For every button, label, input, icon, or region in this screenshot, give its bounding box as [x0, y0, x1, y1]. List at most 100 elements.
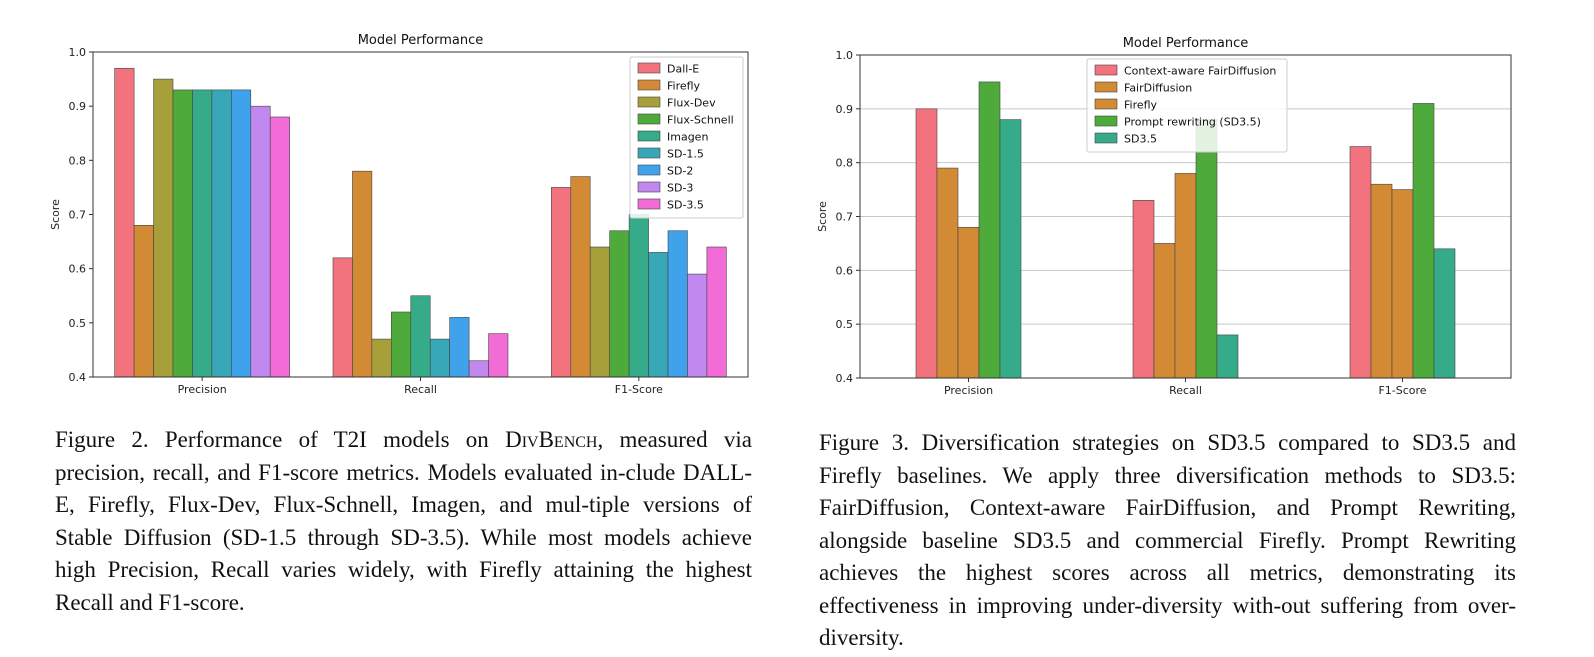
- bar: [628, 214, 649, 378]
- performance-chart-diversification: 0.4 0.5 0.6 0.7 0.8 0.9 1.0 Precision Recall F1-S…: [816, 36, 1512, 397]
- legend-label: Firefly: [1124, 99, 1158, 112]
- legend-label: Imagen: [667, 131, 708, 144]
- legend-label: Dall-E: [667, 63, 699, 76]
- legend-swatch: [637, 181, 661, 193]
- y-tick-label: 0.7: [836, 211, 854, 224]
- bar: [468, 360, 489, 378]
- legend-swatch: [1094, 132, 1118, 144]
- legend-label: SD-2: [667, 165, 693, 178]
- bar: [429, 338, 450, 378]
- bar: [410, 295, 431, 378]
- y-tick-label: 1.0: [836, 49, 854, 62]
- y-tick-label: 0.9: [836, 103, 854, 116]
- bar: [1195, 119, 1218, 379]
- performance-chart-t2i-models: 0.4 0.5 0.6 0.7 0.8 0.9 1.0 Precision Recall F1-S…: [49, 33, 749, 396]
- chart-title: Model Performance: [1123, 36, 1249, 51]
- legend-swatch: [1094, 115, 1118, 127]
- bar: [1216, 334, 1239, 379]
- plot-area: 0.4 0.5 0.6 0.7 0.8 0.9 1.0 Precision Recall F1-S…: [836, 49, 1512, 397]
- bar: [231, 89, 252, 378]
- legend: Dall-E Firefly Flux-Dev Flux-Schnell Imagen S…: [629, 56, 744, 219]
- legend-swatch: [1094, 98, 1118, 110]
- legend-label: FairDiffusion: [1124, 82, 1192, 95]
- chart-title: Model Performance: [358, 33, 484, 48]
- bar: [391, 311, 412, 378]
- y-tick-label: 1.0: [69, 46, 87, 59]
- y-tick-label: 0.8: [69, 154, 87, 167]
- bar: [133, 225, 154, 378]
- bar: [211, 89, 232, 378]
- legend-label: SD3.5: [1124, 133, 1157, 146]
- plot-area: 0.4 0.5 0.6 0.7 0.8 0.9 1.0 Precision Recall F1-S…: [69, 46, 749, 396]
- caption-prefix: Figure 2. Performance of T2I models on: [55, 427, 506, 452]
- bar: [706, 246, 727, 378]
- y-tick-label: 0.8: [836, 157, 854, 170]
- legend-swatch: [637, 147, 661, 159]
- bar: [609, 230, 630, 378]
- bar: [570, 176, 591, 378]
- legend-swatch: [637, 130, 661, 142]
- x-tick-label: F1-Score: [1378, 384, 1426, 397]
- benchmark-name: DivBench: [505, 427, 598, 452]
- bar: [250, 105, 271, 378]
- legend-swatch: [637, 164, 661, 176]
- bar: [352, 170, 373, 378]
- y-tick-label: 0.6: [69, 263, 87, 276]
- x-tick-label: Precision: [178, 383, 227, 396]
- bar: [371, 338, 392, 378]
- legend-swatch: [637, 113, 661, 125]
- bar: [1391, 189, 1414, 379]
- x-tick-label: F1-Score: [615, 383, 663, 396]
- figure-3: 0.4 0.5 0.6 0.7 0.8 0.9 1.0 Precision Recall F1-S…: [800, 0, 1594, 414]
- bar: [172, 89, 193, 378]
- bar: [1412, 103, 1435, 379]
- legend-label: Prompt rewriting (SD3.5): [1124, 116, 1261, 129]
- bar: [648, 252, 669, 378]
- x-tick-label: Recall: [404, 383, 437, 396]
- legend-label: SD-1.5: [667, 148, 704, 161]
- bar: [957, 226, 980, 379]
- x-tick-label: Recall: [1169, 384, 1202, 397]
- y-tick-label: 0.4: [836, 372, 854, 385]
- y-tick-label: 0.6: [836, 264, 854, 277]
- bar: [999, 119, 1022, 379]
- y-axis-label: Score: [49, 199, 62, 230]
- y-tick-label: 0.5: [69, 317, 87, 330]
- bar: [551, 187, 572, 378]
- legend-swatch: [637, 198, 661, 210]
- legend-label: Flux-Dev: [667, 97, 716, 110]
- y-axis-label: Score: [816, 201, 829, 232]
- legend-swatch: [1094, 64, 1118, 76]
- figure-2-caption: Figure 2. Performance of T2I models on D…: [55, 424, 752, 619]
- bar: [114, 67, 135, 378]
- bar: [978, 81, 1001, 379]
- y-tick-label: 0.9: [69, 100, 87, 113]
- legend-swatch: [637, 96, 661, 108]
- bar: [589, 246, 610, 378]
- bar: [332, 257, 353, 378]
- y-tick-label: 0.7: [69, 209, 87, 222]
- x-tick-label: Precision: [944, 384, 993, 397]
- legend-swatch: [637, 79, 661, 91]
- legend-label: SD-3: [667, 182, 693, 195]
- legend: Context-aware FairDiffusion FairDiffusion…: [1086, 58, 1288, 153]
- bar: [1349, 146, 1372, 379]
- bar: [153, 78, 174, 378]
- bar: [1433, 248, 1456, 379]
- legend-swatch: [637, 62, 661, 74]
- legend-label: SD-3.5: [667, 199, 704, 212]
- bar: [269, 116, 290, 378]
- legend-box: [1086, 58, 1288, 153]
- y-tick-label: 0.4: [69, 371, 87, 384]
- plot-frame: [92, 51, 749, 378]
- bar: [192, 89, 213, 378]
- legend-swatch: [1094, 81, 1118, 93]
- figure-2: 0.4 0.5 0.6 0.7 0.8 0.9 1.0 Precision Recall F1-S…: [0, 0, 780, 414]
- legend-label: Flux-Schnell: [667, 114, 734, 127]
- bar: [915, 108, 938, 379]
- bar: [1153, 243, 1176, 379]
- legend-label: Firefly: [667, 80, 701, 93]
- bar: [936, 167, 959, 379]
- bar: [667, 230, 688, 378]
- bar: [687, 273, 708, 378]
